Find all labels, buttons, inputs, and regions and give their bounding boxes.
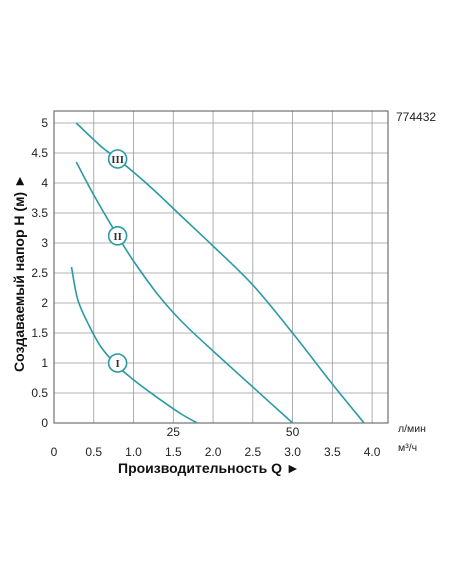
x-axis-title: Производительность Q ► xyxy=(118,460,300,476)
x-tick-label: 3.0 xyxy=(284,445,301,459)
y-tick-label: 2 xyxy=(41,296,48,310)
secondary-x-tick-label: 50 xyxy=(286,425,300,439)
curve-label-III: III xyxy=(111,154,124,166)
y-axis-title: Создаваемый напор H (м) ► xyxy=(11,174,27,372)
x-tick-labels: 0 0.5 1.0 1.5 2.0 2.5 3.0 3.5 4.0 xyxy=(51,445,381,459)
y-tick-label: 5 xyxy=(41,116,48,130)
curve-I xyxy=(70,266,198,424)
curve-II xyxy=(75,161,294,424)
x-tick-label: 2.0 xyxy=(205,445,222,459)
y-tick-label: 2.5 xyxy=(31,266,48,280)
y-tick-labels: 0 0.5 1 1.5 2 2.5 3 3.5 4 4.5 5 xyxy=(31,116,48,430)
x-tick-label: 3.5 xyxy=(324,445,341,459)
x-tick-label: 4.0 xyxy=(364,445,381,459)
x-tick-label: 1.0 xyxy=(125,445,142,459)
x-unit-label: м³/ч xyxy=(398,442,417,454)
x-tick-label: 0 xyxy=(51,445,58,459)
plot-frame xyxy=(53,110,389,424)
y-tick-label: 3 xyxy=(41,236,48,250)
x-tick-label: 2.5 xyxy=(244,445,261,459)
y-tick-label: 0 xyxy=(41,416,48,430)
y-tick-label: 1 xyxy=(41,356,48,370)
secondary-x-unit-label: л/мин xyxy=(398,423,426,435)
secondary-x-tick-labels: 25 50 xyxy=(167,425,300,439)
plot-background xyxy=(54,111,388,423)
curve-marker-II xyxy=(107,226,128,246)
y-tick-label: 0.5 xyxy=(31,386,48,400)
secondary-x-tick-label: 25 xyxy=(167,425,181,439)
curve-III xyxy=(75,122,365,424)
y-tick-label: 4.5 xyxy=(31,146,48,160)
curve-label-I: I xyxy=(115,358,119,370)
y-tick-label: 3.5 xyxy=(31,206,48,220)
curve-marker-III xyxy=(107,149,128,169)
curve-marker-I xyxy=(107,353,128,373)
grid-lines xyxy=(54,111,388,423)
y-tick-label: 4 xyxy=(41,176,48,190)
product-code: 774432 xyxy=(396,110,436,124)
curve-label-II: II xyxy=(113,231,122,243)
x-tick-label: 0.5 xyxy=(85,445,102,459)
y-tick-label: 1.5 xyxy=(31,326,48,340)
x-tick-label: 1.5 xyxy=(165,445,182,459)
